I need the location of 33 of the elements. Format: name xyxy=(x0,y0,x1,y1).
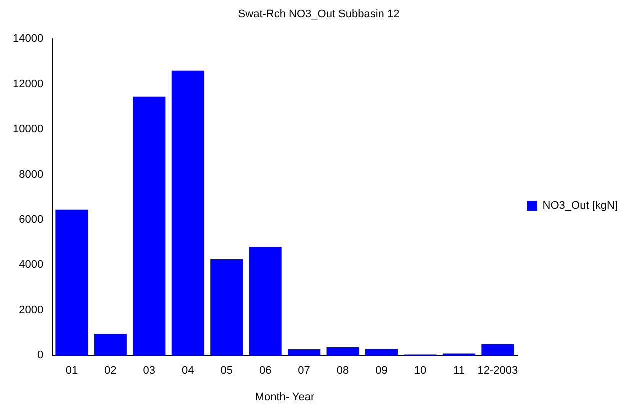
legend-label: NO3_Out [kgN] xyxy=(542,200,618,212)
x-tick-label: 10 xyxy=(414,365,427,378)
bar xyxy=(366,349,398,356)
bar xyxy=(172,70,204,356)
y-tick-label: 12000 xyxy=(12,78,44,90)
x-axis-title: Month- Year xyxy=(255,391,315,404)
x-tick-label: 05 xyxy=(220,365,233,378)
bar xyxy=(56,210,88,356)
bar xyxy=(210,260,244,356)
x-tick-label: 07 xyxy=(298,365,310,378)
x-tick-label: 03 xyxy=(143,365,156,378)
x-tick-label: 09 xyxy=(376,365,388,378)
bar xyxy=(94,334,127,356)
bar xyxy=(482,344,514,356)
x-tick-label: 12-2003 xyxy=(478,365,518,378)
bar xyxy=(249,247,282,356)
y-tick-label: 8000 xyxy=(19,168,44,181)
bar xyxy=(133,96,166,356)
x-tick-label: 01 xyxy=(66,365,78,378)
y-tick-label: 0 xyxy=(37,350,44,362)
y-tick-label: 14000 xyxy=(12,33,44,46)
x-tick-label: 08 xyxy=(336,365,350,378)
y-tick-label: 2000 xyxy=(19,304,44,316)
x-tick-label: 04 xyxy=(182,365,194,378)
x-tick-label: 11 xyxy=(454,365,465,378)
y-tick-label: 10000 xyxy=(12,124,44,136)
bar xyxy=(326,347,360,356)
x-tick-label: 06 xyxy=(259,365,272,378)
y-tick-label: 4000 xyxy=(19,259,44,272)
chart-title: Swat-Rch NO3_Out Subbasin 12 xyxy=(238,8,400,21)
x-tick-label: 02 xyxy=(104,365,117,378)
bar xyxy=(288,350,321,356)
y-tick-label: 6000 xyxy=(19,214,44,226)
